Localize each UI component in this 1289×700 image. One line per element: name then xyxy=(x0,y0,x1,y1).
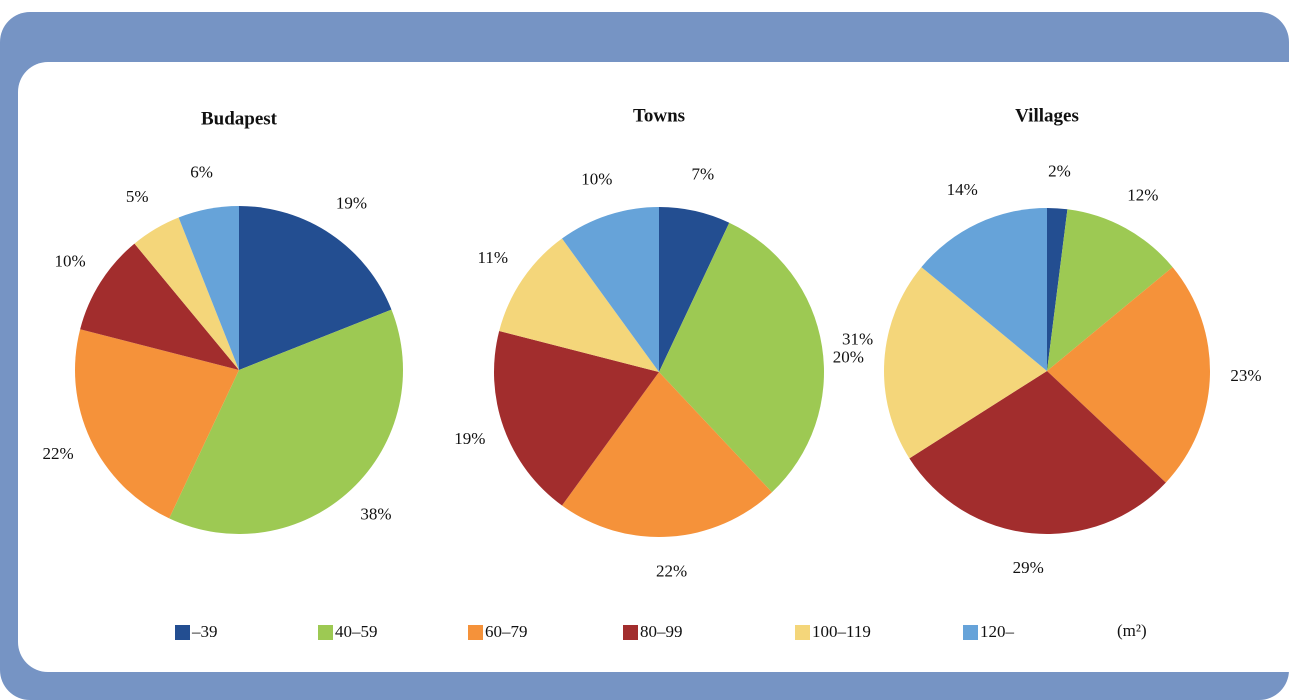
pie-slice xyxy=(883,267,1047,459)
pie-slice xyxy=(239,206,392,370)
legend-unit: (m²) xyxy=(1117,621,1147,640)
data-label: 20% xyxy=(833,347,864,366)
pie-slice xyxy=(1047,209,1173,371)
data-label: 6% xyxy=(190,162,213,181)
legend-swatch xyxy=(795,625,810,640)
legend-swatch xyxy=(318,625,333,640)
legend-label: 100–119 xyxy=(812,622,871,641)
pie-slice xyxy=(80,243,239,370)
data-label: 10% xyxy=(581,170,612,189)
data-label: 22% xyxy=(42,444,73,463)
legend-swatch xyxy=(175,625,190,640)
chart-title: Villages xyxy=(1015,105,1079,126)
pie-slice xyxy=(562,372,772,537)
legend-label: 60–79 xyxy=(485,622,528,641)
legend-swatch xyxy=(963,625,978,640)
pie-slice xyxy=(134,217,239,370)
data-label: 2% xyxy=(1048,161,1071,180)
pie-slice xyxy=(499,238,659,372)
pie-slice xyxy=(921,208,1047,371)
data-label: 12% xyxy=(1127,186,1158,205)
legend-swatch xyxy=(468,625,483,640)
data-label: 31% xyxy=(842,329,873,348)
pie-slice xyxy=(178,206,239,370)
legend-label: 120– xyxy=(980,622,1015,641)
legend-swatch xyxy=(623,625,638,640)
pie-slice xyxy=(909,371,1166,534)
pie-slice xyxy=(74,329,240,519)
pie-slice xyxy=(659,222,824,493)
legend-label: 80–99 xyxy=(640,622,683,641)
chart-title: Budapest xyxy=(201,108,278,129)
data-label: 14% xyxy=(947,180,978,199)
pie-slice xyxy=(493,330,659,506)
legend-label: 40–59 xyxy=(335,622,378,641)
pie-slice xyxy=(659,207,730,372)
data-label: 10% xyxy=(55,252,86,271)
data-label: 23% xyxy=(1230,366,1261,385)
data-label: 19% xyxy=(336,193,367,212)
data-label: 11% xyxy=(477,248,508,267)
pie-slice xyxy=(1047,267,1210,483)
data-label: 22% xyxy=(656,562,687,581)
data-label: 19% xyxy=(454,429,485,448)
pie-slice xyxy=(169,309,403,535)
data-label: 7% xyxy=(692,165,715,184)
pie-slice xyxy=(562,207,659,372)
pie-slice xyxy=(1047,208,1068,371)
legend-label: –39 xyxy=(191,622,218,641)
chart-title: Towns xyxy=(633,105,685,126)
data-label: 5% xyxy=(126,187,149,206)
data-label: 38% xyxy=(360,505,391,524)
data-label: 29% xyxy=(1013,558,1044,577)
